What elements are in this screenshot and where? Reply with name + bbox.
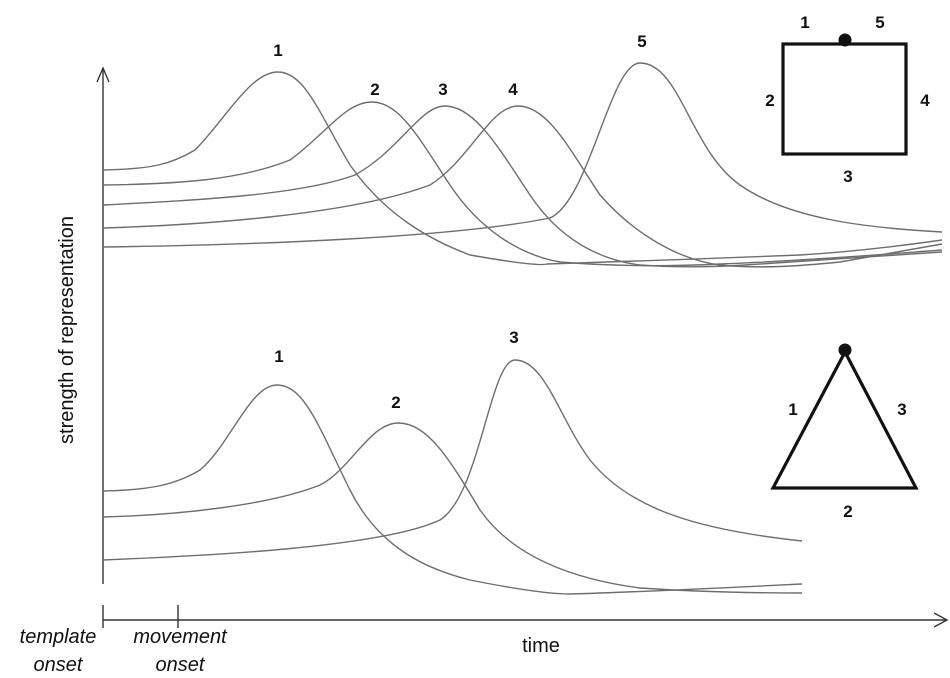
bottom-peak-label-3: 3 <box>509 328 518 347</box>
triangle-side-label-2: 2 <box>843 502 852 521</box>
bottom-peak-label-2: 2 <box>391 393 400 412</box>
top-curve-5 <box>102 62 943 248</box>
square-side-label-5: 5 <box>875 13 884 32</box>
square-side-label-3: 3 <box>843 167 852 186</box>
square-side-label-1: 1 <box>800 13 809 32</box>
square-shape <box>781 42 908 156</box>
movement-onset-label-line1: movement <box>133 626 228 648</box>
y-axis-arrow <box>96 66 110 83</box>
time-axis-label: time <box>522 635 560 657</box>
top-curve-1 <box>102 71 943 266</box>
movement-onset-label-line2: onset <box>156 654 206 676</box>
square-side-label-2: 2 <box>765 91 774 110</box>
top-peak-label-5: 5 <box>637 32 646 51</box>
bottom-curve-1 <box>102 384 803 595</box>
triangle-side-label-3: 3 <box>897 400 906 419</box>
bottom-peak-label-1: 1 <box>274 347 283 366</box>
triangle-start-dot <box>838 343 852 357</box>
top-peak-label-3: 3 <box>438 80 447 99</box>
top-peak-label-2: 2 <box>370 80 379 99</box>
y-axis-label: strength of representation <box>56 216 78 444</box>
triangle-shape <box>770 348 919 490</box>
template-onset-label-line1: template <box>20 626 97 648</box>
bottom-curve-3 <box>102 359 803 561</box>
top-curve-2 <box>102 101 943 267</box>
time-axis-arrow <box>933 612 949 628</box>
top-peak-label-1: 1 <box>273 41 282 60</box>
top-peak-label-4: 4 <box>508 80 518 99</box>
square-start-dot <box>838 33 852 47</box>
bottom-curve-2 <box>102 422 803 594</box>
square-side-label-4: 4 <box>920 91 930 110</box>
top-curve-4 <box>102 105 943 268</box>
top-curve-3 <box>102 105 943 268</box>
template-onset-label-line2: onset <box>34 654 84 676</box>
triangle-side-label-1: 1 <box>788 400 797 419</box>
